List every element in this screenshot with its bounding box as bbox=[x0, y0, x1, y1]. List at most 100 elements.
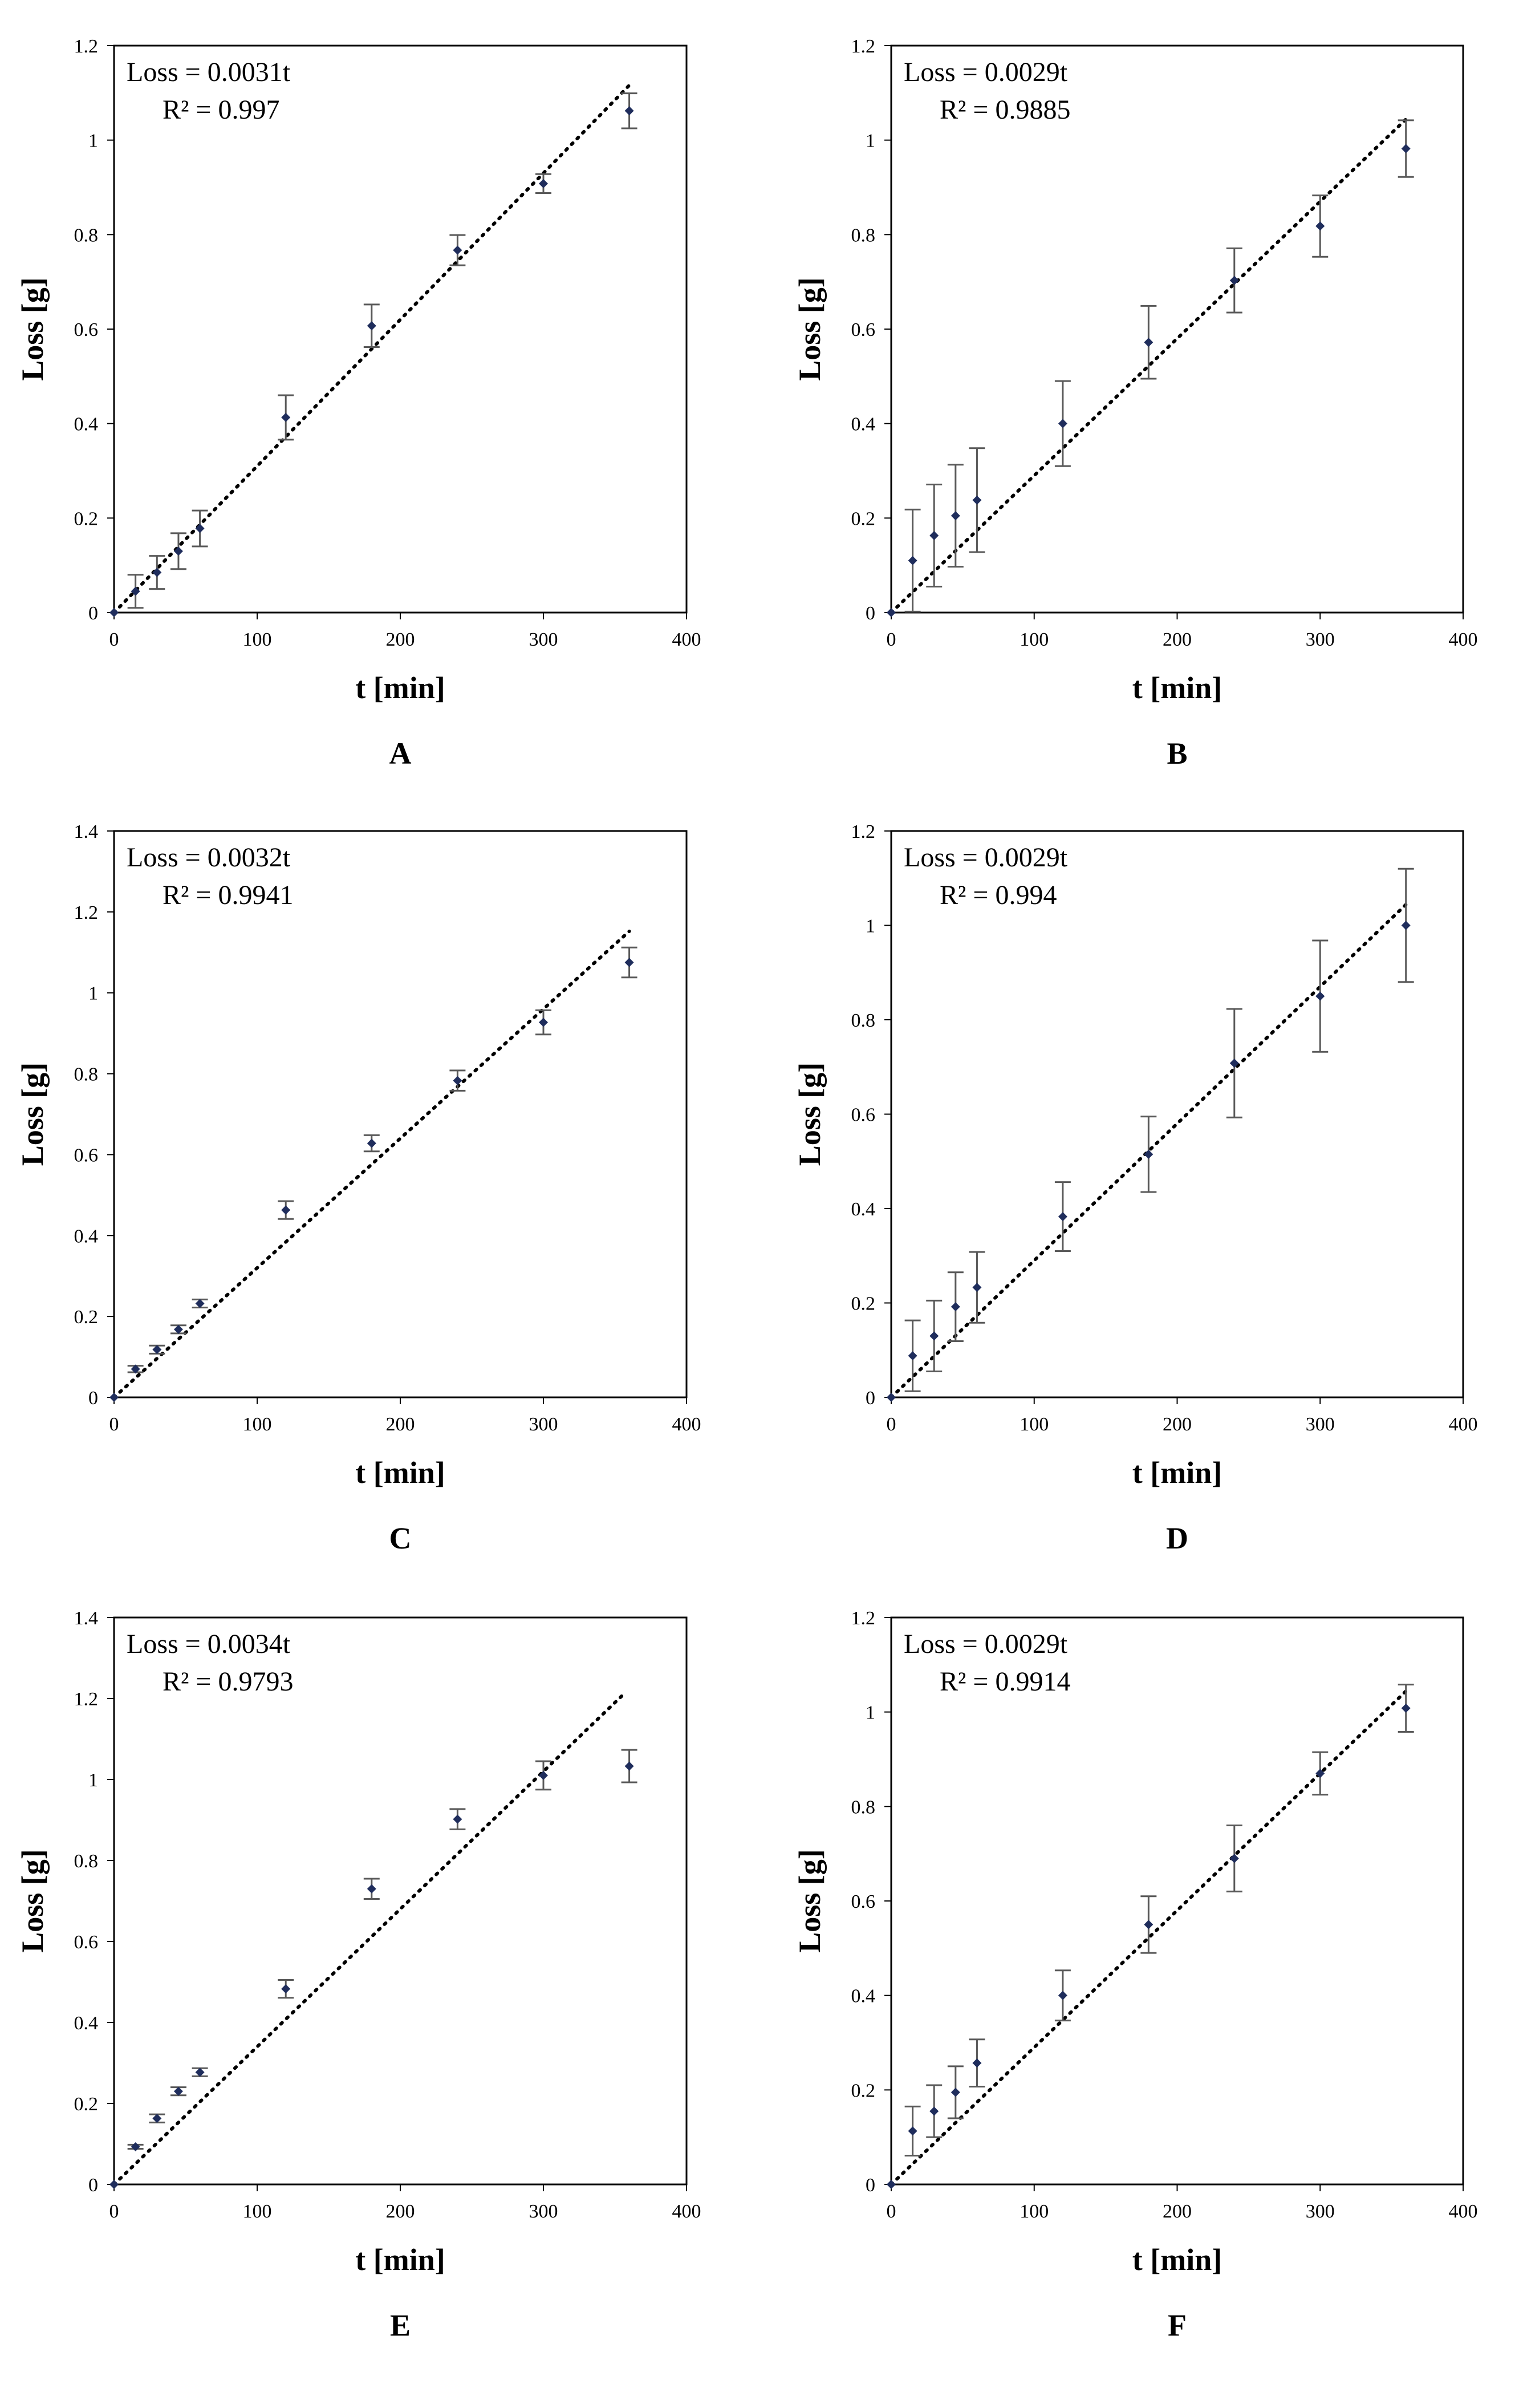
y-axis-title: Loss [g] bbox=[793, 1849, 827, 1953]
data-point bbox=[972, 1283, 982, 1292]
data-point bbox=[195, 524, 205, 533]
data-point bbox=[1229, 1854, 1239, 1863]
data-point bbox=[281, 412, 291, 422]
data-point bbox=[951, 511, 960, 521]
r-squared-label: R² = 0.9914 bbox=[940, 1667, 1070, 1697]
fit-equation: Loss = 0.0032t bbox=[127, 842, 291, 873]
data-point bbox=[887, 608, 896, 617]
x-tick-label: 200 bbox=[386, 2201, 415, 2222]
fit-equation: Loss = 0.0031t bbox=[127, 57, 291, 87]
data-point bbox=[1401, 144, 1411, 153]
r-squared-label: R² = 0.997 bbox=[163, 95, 279, 125]
data-point bbox=[453, 245, 462, 255]
y-tick-label: 1 bbox=[866, 1702, 875, 1724]
chart-panel-A: 0 100 200 300 400 0 0.2 0.4 0.6 0.8 1 1.2 t [min] Los… bbox=[15, 36, 701, 771]
y-tick-label: 0.6 bbox=[74, 1145, 99, 1166]
panel-label: D bbox=[1166, 1521, 1188, 1555]
y-tick-label: 1.2 bbox=[851, 821, 876, 842]
x-tick-label: 400 bbox=[672, 2201, 701, 2222]
y-tick-label: 0.4 bbox=[851, 1199, 876, 1220]
y-axis-title: Loss [g] bbox=[15, 1849, 50, 1953]
data-point bbox=[173, 2086, 183, 2096]
x-tick-label: 200 bbox=[386, 629, 415, 650]
y-tick-label: 0.6 bbox=[851, 1891, 876, 1912]
x-axis-title: t [min] bbox=[1132, 1456, 1222, 1490]
fit-equation: Loss = 0.0034t bbox=[127, 1629, 291, 1659]
r-squared-label: R² = 0.994 bbox=[940, 880, 1057, 910]
data-point bbox=[173, 1324, 183, 1334]
data-point bbox=[453, 1814, 462, 1824]
data-point bbox=[131, 2142, 140, 2151]
data-point bbox=[539, 1770, 548, 1780]
x-tick-label: 0 bbox=[109, 629, 119, 650]
y-tick-label: 0.4 bbox=[74, 414, 99, 435]
x-tick-label: 100 bbox=[243, 2201, 272, 2222]
y-tick-label: 0.2 bbox=[74, 2094, 99, 2115]
x-tick-label: 0 bbox=[887, 629, 896, 650]
data-point bbox=[908, 2126, 917, 2136]
y-tick-label: 0.8 bbox=[74, 225, 99, 246]
y-tick-label: 0 bbox=[88, 1388, 98, 1409]
data-point bbox=[109, 2180, 119, 2189]
x-tick-label: 400 bbox=[1449, 1414, 1478, 1435]
y-tick-label: 1.2 bbox=[74, 36, 99, 57]
x-tick-label: 0 bbox=[887, 2201, 896, 2222]
data-point bbox=[367, 1884, 376, 1894]
chart-panel-B: 0 100 200 300 400 0 0.2 0.4 0.6 0.8 1 1.2 t [min] Los… bbox=[793, 36, 1478, 771]
r-squared-label: R² = 0.9941 bbox=[163, 880, 293, 910]
y-tick-label: 0.6 bbox=[851, 319, 876, 340]
y-tick-label: 0.8 bbox=[74, 1851, 99, 1872]
x-tick-label: 400 bbox=[1449, 629, 1478, 650]
data-point bbox=[109, 1393, 119, 1402]
y-tick-label: 0.2 bbox=[851, 2080, 876, 2101]
y-tick-label: 0.2 bbox=[74, 1307, 99, 1328]
y-tick-label: 1 bbox=[88, 1770, 98, 1791]
y-tick-label: 1.2 bbox=[74, 902, 99, 923]
x-axis-title: t [min] bbox=[1132, 671, 1222, 705]
x-tick-label: 100 bbox=[1020, 2201, 1049, 2222]
panel-label: C bbox=[389, 1521, 412, 1555]
x-tick-label: 200 bbox=[1163, 629, 1192, 650]
x-tick-label: 100 bbox=[1020, 1414, 1049, 1435]
y-tick-label: 1.2 bbox=[851, 36, 876, 57]
data-point bbox=[624, 958, 634, 967]
chart-panel-D: 0 100 200 300 400 0 0.2 0.4 0.6 0.8 1 1.2 t [min] Los… bbox=[793, 821, 1478, 1555]
data-point bbox=[367, 1138, 376, 1148]
y-tick-label: 1.2 bbox=[74, 1689, 99, 1710]
x-tick-label: 100 bbox=[243, 629, 272, 650]
y-tick-label: 0.8 bbox=[851, 225, 876, 246]
x-tick-label: 300 bbox=[529, 1414, 558, 1435]
data-point bbox=[929, 1331, 939, 1341]
y-axis-title: Loss [g] bbox=[15, 1063, 50, 1166]
data-point bbox=[173, 546, 183, 556]
fit-equation: Loss = 0.0029t bbox=[904, 842, 1068, 873]
y-tick-label: 1 bbox=[866, 916, 875, 937]
y-tick-label: 1.4 bbox=[74, 821, 99, 842]
y-tick-label: 0.2 bbox=[851, 508, 876, 529]
data-point bbox=[1058, 1991, 1067, 2000]
chart-panel-C: 0 100 200 300 400 0 0.2 0.4 0.6 0.8 1 1.2 1.4 t [min]… bbox=[15, 821, 701, 1555]
y-tick-label: 0.2 bbox=[74, 508, 99, 529]
data-point bbox=[1058, 1212, 1067, 1222]
y-tick-label: 1.4 bbox=[74, 1608, 99, 1629]
data-point bbox=[539, 1017, 548, 1027]
panel-label: F bbox=[1168, 2308, 1187, 2342]
y-tick-label: 0.4 bbox=[851, 414, 876, 435]
x-tick-label: 100 bbox=[1020, 629, 1049, 650]
data-point bbox=[1315, 991, 1325, 1001]
data-point bbox=[539, 179, 548, 188]
panel-label: E bbox=[390, 2308, 411, 2342]
y-tick-label: 0.6 bbox=[74, 319, 99, 340]
data-point bbox=[1144, 1149, 1153, 1159]
fit-equation: Loss = 0.0029t bbox=[904, 1629, 1068, 1659]
x-tick-label: 400 bbox=[672, 1414, 701, 1435]
data-point bbox=[1058, 419, 1067, 428]
y-tick-label: 1 bbox=[866, 131, 875, 152]
r-squared-label: R² = 0.9793 bbox=[163, 1667, 293, 1697]
data-point bbox=[1144, 1920, 1153, 1929]
data-point bbox=[908, 556, 917, 565]
y-tick-label: 0 bbox=[866, 1388, 875, 1409]
data-point bbox=[152, 1345, 162, 1355]
y-tick-label: 0.8 bbox=[851, 1797, 876, 1818]
x-tick-label: 300 bbox=[1306, 629, 1335, 650]
